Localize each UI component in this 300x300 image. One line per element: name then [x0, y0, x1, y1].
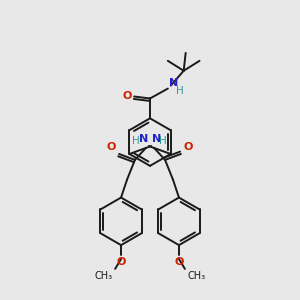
Text: N: N	[139, 134, 148, 144]
Text: CH₃: CH₃	[188, 271, 206, 281]
Text: H: H	[159, 136, 167, 146]
Text: O: O	[123, 91, 132, 100]
Text: H: H	[132, 136, 140, 146]
Text: O: O	[107, 142, 116, 152]
Text: N: N	[152, 134, 161, 144]
Text: O: O	[174, 257, 184, 267]
Text: O: O	[116, 257, 126, 267]
Text: N: N	[169, 78, 178, 88]
Text: O: O	[184, 142, 193, 152]
Text: CH₃: CH₃	[94, 271, 112, 281]
Text: H: H	[176, 85, 184, 96]
